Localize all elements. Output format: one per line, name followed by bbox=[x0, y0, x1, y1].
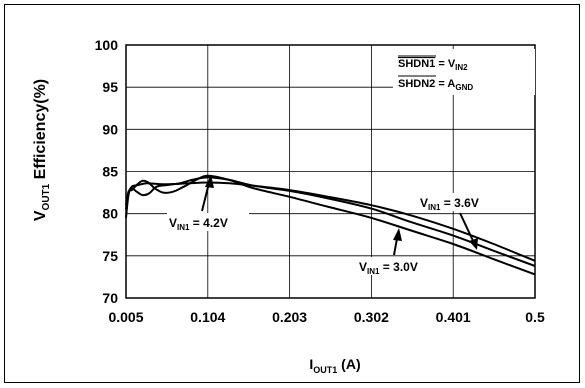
y-tick-label: 100 bbox=[95, 37, 119, 53]
arrowhead-3-0v bbox=[393, 228, 402, 241]
annotation-bg-36 bbox=[418, 193, 504, 211]
x-axis-label: IOUT1 (A) bbox=[309, 356, 360, 375]
x-tick-label: 0.203 bbox=[272, 309, 307, 325]
arrowhead-3-6v bbox=[469, 238, 478, 250]
y-tick-label: 85 bbox=[102, 164, 118, 180]
annotation-3-0v: VIN1 = 3.0V bbox=[359, 260, 418, 276]
legend-box bbox=[393, 49, 535, 95]
y-axis-label: VOUT1 Efficiency(%) bbox=[32, 79, 52, 221]
y-tick-label: 75 bbox=[102, 248, 118, 264]
series-3-0v-line bbox=[125, 174, 536, 276]
efficiency-chart: 0.005 0.104 0.203 0.302 0.401 0.5 70 75 80 85 90 9… bbox=[32, 37, 545, 375]
x-tick-labels: 0.005 0.104 0.203 0.302 0.401 0.5 bbox=[108, 309, 544, 325]
legend-line-1: SHDN1 = VIN2 bbox=[398, 58, 468, 72]
arrow-3-6v bbox=[459, 212, 476, 246]
y-tick-labels: 70 75 80 85 90 95 100 bbox=[95, 37, 119, 306]
plot-area-border bbox=[125, 44, 536, 299]
x-tick-label: 0.302 bbox=[354, 309, 389, 325]
annotation-3-6v: VIN1 = 3.6V bbox=[420, 196, 479, 212]
chart-frame: 0.005 0.104 0.203 0.302 0.401 0.5 70 75 80 85 90 9… bbox=[4, 4, 580, 383]
y-tick-label: 70 bbox=[102, 290, 118, 306]
annotation-bg-42 bbox=[167, 213, 249, 231]
x-tick-label: 0.401 bbox=[436, 309, 471, 325]
x-tick-label: 0.104 bbox=[190, 309, 225, 325]
annotation-4-2v: VIN1 = 4.2V bbox=[169, 216, 228, 232]
legend-line-2: SHDN2 = AGND bbox=[398, 78, 473, 92]
series-curves bbox=[125, 174, 536, 276]
y-tick-label: 90 bbox=[102, 121, 118, 137]
arrowhead-4-2v bbox=[205, 175, 214, 188]
y-tick-label: 80 bbox=[102, 206, 118, 222]
x-tick-label: 0.5 bbox=[525, 309, 545, 325]
annotation-bg-30 bbox=[357, 257, 441, 275]
y-tick-label: 95 bbox=[102, 79, 118, 95]
x-tick-label: 0.005 bbox=[108, 309, 143, 325]
